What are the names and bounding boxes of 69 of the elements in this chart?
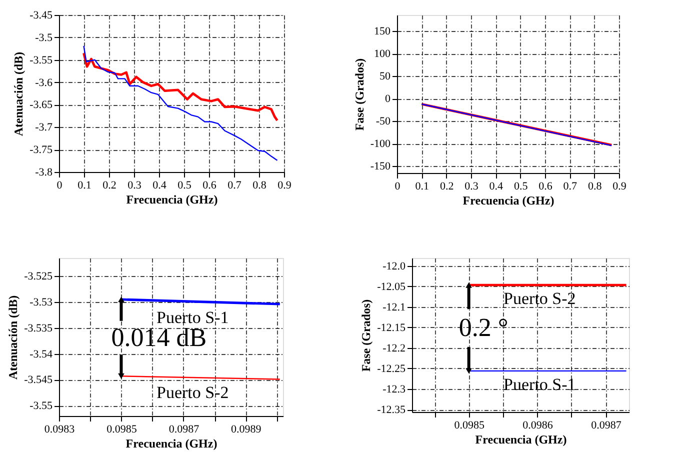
x-tick-label: 0.4: [152, 180, 167, 192]
line-series: [82, 52, 278, 122]
x-tick-label: 0.4: [489, 180, 504, 192]
y-tick-label: -3.7: [35, 122, 53, 134]
x-tick-label: 0.7: [563, 180, 578, 192]
y-tick-label: -3.55: [30, 54, 53, 66]
y-axis-title: Atenuación (dB): [12, 52, 26, 136]
y-tick-label: 50: [380, 70, 391, 83]
x-axis-title: Frecuencia (GHz): [126, 192, 218, 206]
x-tick-label: 0.6: [202, 180, 217, 192]
y-tick-label: -3.525: [24, 270, 53, 283]
y-tick-label: -50: [376, 116, 391, 128]
y-tick-label: -3.65: [30, 99, 53, 112]
y-tick-label: -3.545: [24, 374, 53, 386]
x-tick-label: 0.0983: [44, 424, 76, 436]
x-tick-label: 0.0989: [231, 424, 262, 436]
x-tick-label: 0.3: [464, 180, 479, 192]
y-tick-label: -3.5: [35, 32, 53, 44]
y-tick-label: -12.2: [382, 342, 406, 354]
x-tick-label: 0.0985: [106, 424, 138, 436]
x-tick-label: 0.5: [514, 180, 528, 192]
x-tick-label: 0: [56, 180, 63, 192]
y-tick-label: -3.53: [30, 296, 53, 309]
y-tick-label: -12.0: [382, 260, 406, 272]
line-series: [83, 45, 278, 161]
y-tick-label: 0: [385, 93, 391, 106]
x-tick-label: 0.1: [415, 180, 430, 192]
y-tick-label: -3.8: [35, 166, 53, 178]
y-tick-label: -3.535: [24, 322, 53, 334]
y-axis-title: Atenuación (dB): [6, 295, 20, 380]
y-tick-label: -100: [370, 138, 391, 150]
x-tick-label: 0.6: [538, 180, 553, 192]
y-tick-label: -12.25: [377, 362, 406, 375]
x-tick-label: 0.2: [102, 180, 116, 192]
y-tick-label: -150: [370, 160, 391, 173]
y-axis-title: Fase (Grados): [352, 58, 366, 131]
y-tick-label: -12.1: [382, 301, 406, 314]
y-tick-label: -3.45: [30, 10, 53, 22]
x-tick-label: 0.0985: [454, 420, 485, 432]
x-axis-title: Frecuencia (GHz): [475, 432, 567, 446]
annotation: 0.2 °: [458, 313, 508, 342]
y-tick-label: -12.3: [382, 384, 406, 396]
x-tick-label: 0.9: [278, 180, 292, 192]
series-label: Puerto S-2: [156, 383, 229, 402]
x-tick-label: 0.2: [440, 180, 454, 192]
y-tick-label: -3.6: [35, 76, 53, 89]
x-tick-label: 0.5: [178, 180, 192, 192]
legend-label: Puerto S-2: [504, 289, 576, 308]
x-axis-title: Frecuencia (GHz): [126, 436, 218, 450]
y-tick-label: -12.05: [377, 280, 406, 293]
y-tick-label: -3.55: [30, 400, 53, 412]
x-tick-label: 0.1: [78, 180, 92, 192]
x-tick-label: 0.3: [128, 180, 142, 192]
y-tick-label: -12.15: [377, 322, 406, 334]
y-tick-label: 150: [374, 26, 391, 38]
y-axis-title: Fase (Grados): [359, 299, 374, 372]
x-tick-label: 0.9: [612, 180, 627, 192]
x-tick-label: 0.8: [252, 180, 267, 192]
y-tick-label: 100: [374, 48, 391, 60]
y-tick-label: -12.35: [377, 404, 406, 416]
x-axis-title: Frecuencia (GHz): [462, 194, 554, 208]
y-tick-label: -3.75: [30, 144, 53, 156]
x-tick-label: 0.7: [228, 180, 242, 192]
y-tick-label: -3.54: [30, 348, 53, 360]
x-tick-label: 0.0987: [591, 420, 622, 432]
x-tick-label: 0.8: [588, 180, 602, 192]
x-tick-label: 0.0986: [522, 420, 554, 432]
x-tick-label: 0.0987: [168, 424, 200, 436]
series-label: Puerto S-1: [504, 374, 576, 394]
